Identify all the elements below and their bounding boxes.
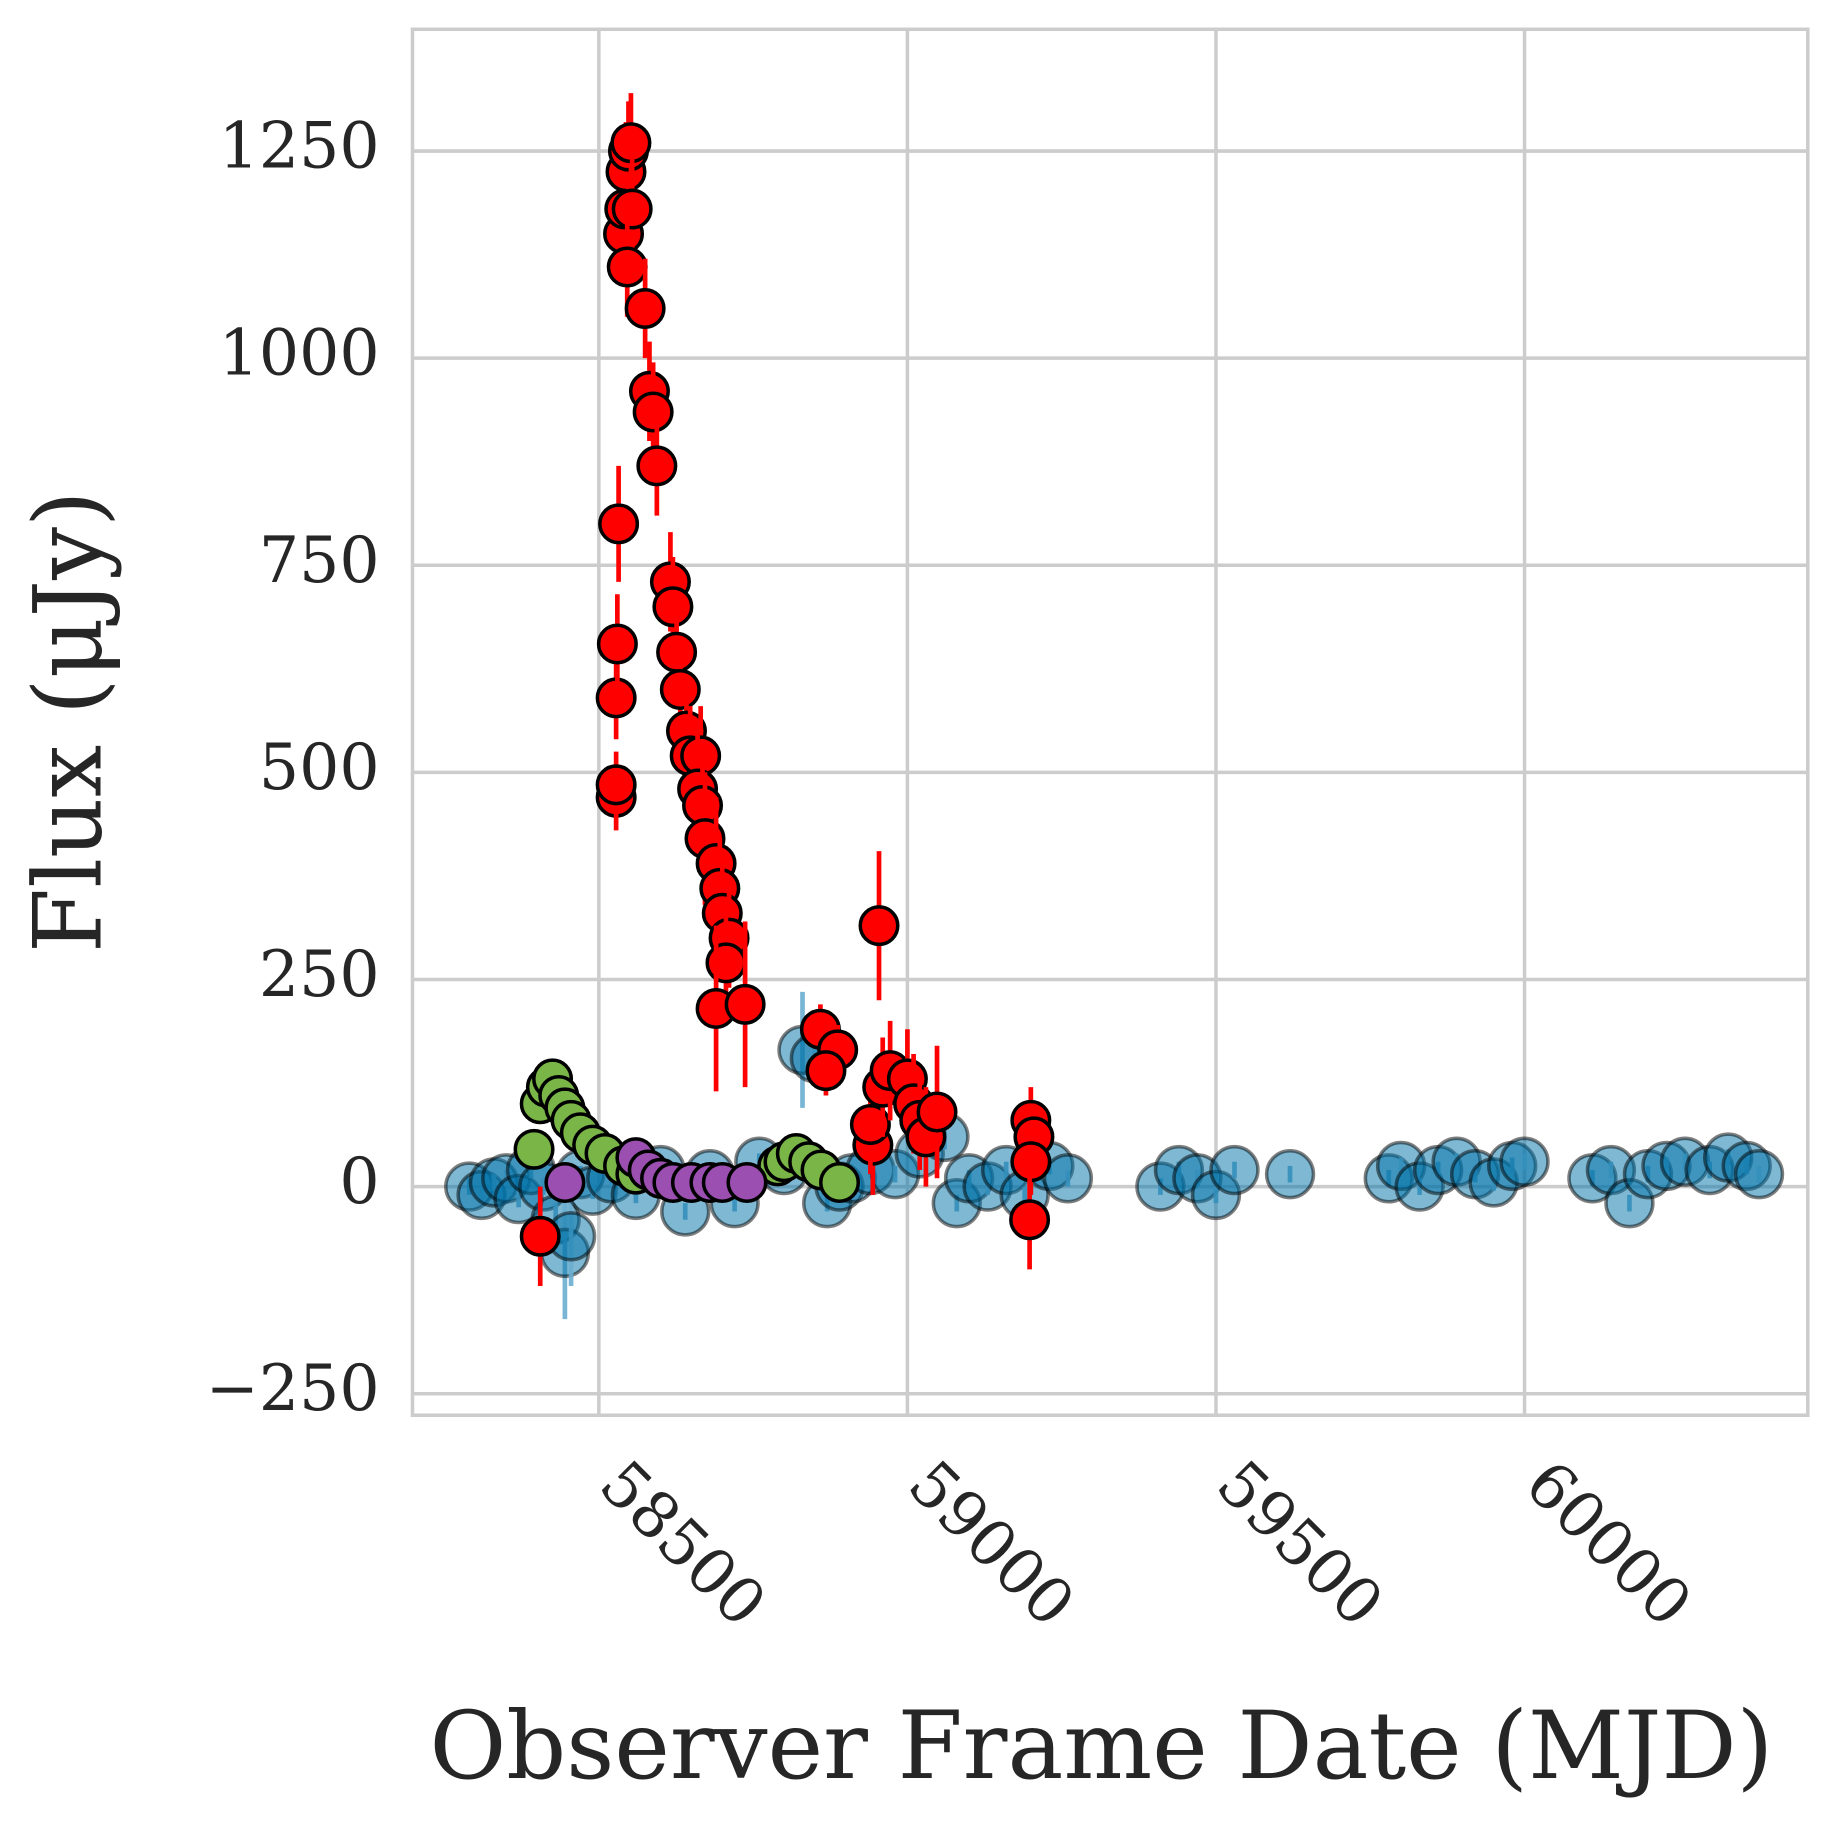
y-tick-label: 0 xyxy=(339,1144,379,1218)
point xyxy=(1042,1153,1094,1204)
point xyxy=(595,764,637,806)
point xyxy=(610,122,652,164)
point xyxy=(705,942,747,984)
point xyxy=(624,287,666,329)
point xyxy=(724,983,766,1025)
point xyxy=(636,445,678,487)
y-tick-label: 250 xyxy=(259,937,380,1011)
point xyxy=(1009,1199,1051,1241)
x-axis-label: Observer Frame Date (MJD) xyxy=(429,1692,1773,1801)
point xyxy=(544,1161,586,1203)
point xyxy=(1209,1144,1260,1196)
y-tick-label: 1250 xyxy=(219,109,380,183)
point xyxy=(598,503,640,545)
y-axis-label: Flux (μJy) xyxy=(15,490,124,953)
point xyxy=(819,1161,861,1203)
point xyxy=(652,586,694,628)
point xyxy=(1499,1136,1550,1187)
point xyxy=(519,1215,561,1257)
point xyxy=(606,246,648,288)
y-tick-label: 1000 xyxy=(219,316,380,390)
marks xyxy=(444,93,1785,1320)
point xyxy=(1733,1148,1785,1200)
point xyxy=(805,1050,847,1092)
point xyxy=(659,669,701,711)
point xyxy=(726,1161,768,1203)
point xyxy=(632,391,674,433)
point xyxy=(656,631,698,673)
x-tick-label: 60000 xyxy=(1512,1446,1707,1641)
point xyxy=(916,1091,958,1133)
point xyxy=(596,623,638,665)
point xyxy=(849,1103,891,1145)
x-tick-label: 59500 xyxy=(1203,1446,1398,1641)
point xyxy=(611,188,653,230)
point xyxy=(858,905,900,947)
x-tick-label: 59000 xyxy=(895,1446,1090,1641)
x-tick-label: 58500 xyxy=(586,1446,781,1641)
y-tick-label: −250 xyxy=(206,1351,380,1425)
point xyxy=(1264,1148,1316,1200)
y-tick-label: 750 xyxy=(259,523,380,597)
point xyxy=(513,1128,555,1170)
y-tick-label: 500 xyxy=(259,730,380,804)
